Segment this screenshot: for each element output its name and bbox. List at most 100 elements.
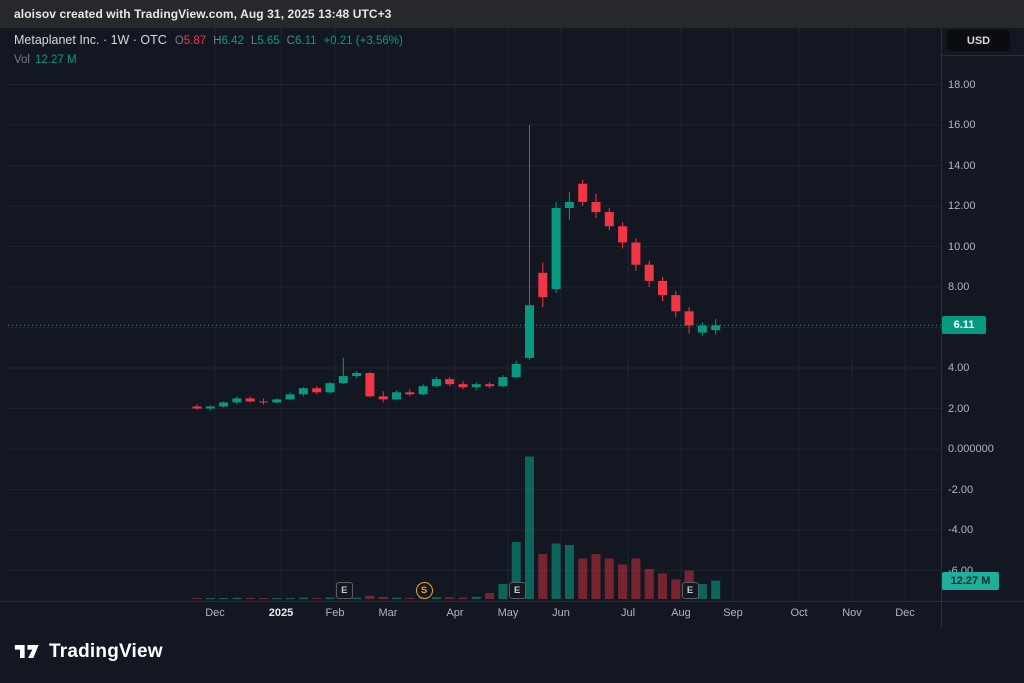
volume-bar[interactable]	[604, 558, 614, 600]
volume-bar[interactable]	[498, 584, 508, 599]
volume-bar[interactable]	[259, 598, 268, 599]
candlestick[interactable]	[604, 212, 614, 227]
candlestick[interactable]	[219, 402, 229, 407]
volume-bar[interactable]	[697, 584, 707, 599]
volume-bar[interactable]	[525, 456, 534, 600]
candlestick[interactable]	[471, 384, 481, 388]
price-tick-label: -4.00	[948, 524, 974, 536]
candlestick[interactable]	[644, 264, 654, 281]
candlestick[interactable]	[485, 384, 495, 387]
volume-bar[interactable]	[458, 597, 468, 599]
tradingview-logo-icon	[14, 644, 39, 659]
volume-bar[interactable]	[644, 569, 654, 599]
candlestick[interactable]	[578, 183, 588, 202]
candlestick[interactable]	[312, 388, 322, 393]
volume-bar[interactable]	[312, 598, 322, 599]
volume-bar[interactable]	[564, 545, 574, 599]
volume-bar[interactable]	[205, 598, 215, 599]
volume-bar[interactable]	[591, 554, 601, 599]
footer-branding[interactable]: TradingView	[13, 640, 163, 663]
candlestick[interactable]	[445, 379, 455, 385]
candlestick[interactable]	[192, 406, 202, 409]
volume-bar[interactable]	[352, 597, 362, 599]
volume-bar[interactable]	[365, 595, 375, 599]
volume-bar[interactable]	[711, 580, 721, 599]
volume-bar[interactable]	[471, 596, 481, 599]
open-label: O	[174, 35, 184, 47]
candlestick[interactable]	[511, 363, 521, 378]
volume-bar[interactable]	[219, 598, 229, 599]
candlestick[interactable]	[458, 384, 468, 388]
volume-bar[interactable]	[325, 597, 335, 600]
candlestick[interactable]	[378, 396, 388, 400]
volume-bar[interactable]	[245, 598, 255, 599]
open-pair: O 5.87	[175, 35, 206, 47]
price-tick-label: 8.00	[948, 281, 970, 293]
candlestick[interactable]	[525, 305, 534, 358]
legend-volume-row: Vol 12.27 M	[14, 54, 403, 66]
candlestick[interactable]	[418, 386, 428, 395]
volume-bar[interactable]	[192, 598, 202, 599]
volume-bar[interactable]	[511, 542, 521, 599]
candlestick[interactable]	[272, 399, 282, 403]
earnings-marker[interactable]: E	[681, 582, 699, 599]
volume-bar[interactable]	[378, 597, 388, 599]
candlestick[interactable]	[538, 272, 548, 298]
split-marker[interactable]: S	[415, 582, 433, 599]
volume-bar[interactable]	[618, 564, 628, 600]
time-tick-label: Feb	[325, 607, 345, 619]
candlestick[interactable]	[711, 325, 721, 331]
volume-bar[interactable]	[671, 579, 681, 600]
candlestick[interactable]	[392, 392, 401, 400]
volume-bar[interactable]	[405, 597, 415, 599]
candlestick[interactable]	[631, 242, 641, 265]
candlestick[interactable]	[365, 373, 375, 397]
candlestick[interactable]	[658, 280, 667, 296]
candlestick[interactable]	[405, 392, 415, 395]
candlestick[interactable]	[564, 201, 574, 209]
time-tick-label: Aug	[671, 607, 691, 619]
earnings-marker[interactable]: E	[508, 582, 526, 599]
symbol-title[interactable]: Metaplanet Inc. · 1W · OTC	[14, 33, 167, 47]
currency-button[interactable]: USD	[947, 30, 1010, 51]
volume-bar[interactable]	[485, 593, 495, 599]
candlestick[interactable]	[671, 295, 681, 312]
volume-bar[interactable]	[285, 597, 295, 599]
volume-bar[interactable]	[631, 558, 641, 600]
candlestick[interactable]	[298, 388, 308, 395]
high-value: 6.42	[221, 35, 244, 47]
time-tick-label: Mar	[378, 607, 398, 619]
candlestick[interactable]	[245, 398, 255, 402]
time-tick-label: Dec	[895, 607, 915, 619]
candlestick[interactable]	[325, 383, 335, 393]
volume-bar[interactable]	[578, 558, 588, 600]
candlestick[interactable]	[697, 325, 707, 333]
volume-bar[interactable]	[551, 543, 561, 600]
candlestick[interactable]	[591, 201, 601, 213]
volume-bar[interactable]	[392, 597, 401, 599]
candlestick[interactable]	[618, 226, 628, 243]
volume-bar[interactable]	[445, 597, 455, 599]
volume-bar[interactable]	[232, 597, 242, 599]
candlestick[interactable]	[338, 376, 348, 384]
candlestick[interactable]	[551, 208, 561, 290]
candlestick[interactable]	[684, 311, 694, 326]
volume-bar[interactable]	[298, 597, 308, 599]
change-value: +0.21 (+3.56%)	[323, 35, 403, 47]
candlestick[interactable]	[205, 406, 215, 409]
candlestick[interactable]	[232, 398, 242, 403]
volume-bar[interactable]	[272, 598, 282, 599]
volume-bar[interactable]	[658, 573, 667, 600]
candlestick[interactable]	[259, 401, 268, 403]
candlestick[interactable]	[498, 377, 508, 387]
earnings-marker[interactable]: E	[335, 582, 353, 599]
price-tick-label: 4.00	[948, 362, 970, 374]
candlestick[interactable]	[285, 394, 295, 400]
volume-bar[interactable]	[538, 554, 548, 599]
candlestick[interactable]	[431, 379, 441, 387]
price-tick-label: -2.00	[948, 483, 974, 496]
volume-bar[interactable]	[431, 597, 441, 599]
candlestick[interactable]	[352, 373, 362, 377]
